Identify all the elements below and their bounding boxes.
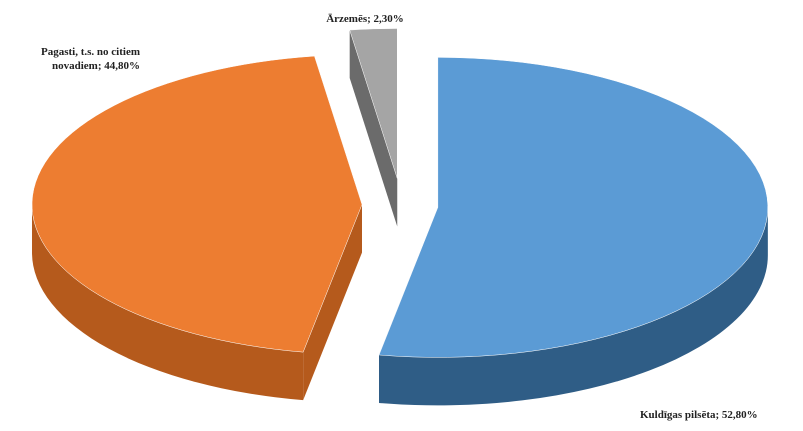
slice: [378, 57, 769, 358]
slice-side: [379, 207, 768, 406]
data-label: Ārzemēs; 2,30%: [326, 13, 404, 25]
slice-edge: [349, 30, 398, 227]
data-label: Kuldīgas pilsēta; 52,80%: [640, 409, 758, 421]
slice: [349, 28, 398, 179]
slice-edge: [303, 204, 363, 401]
slice-side: [32, 204, 304, 401]
data-label: Pagasti, t.s. no citiem novadiem; 44,80%: [41, 46, 140, 72]
slice: [31, 55, 363, 353]
